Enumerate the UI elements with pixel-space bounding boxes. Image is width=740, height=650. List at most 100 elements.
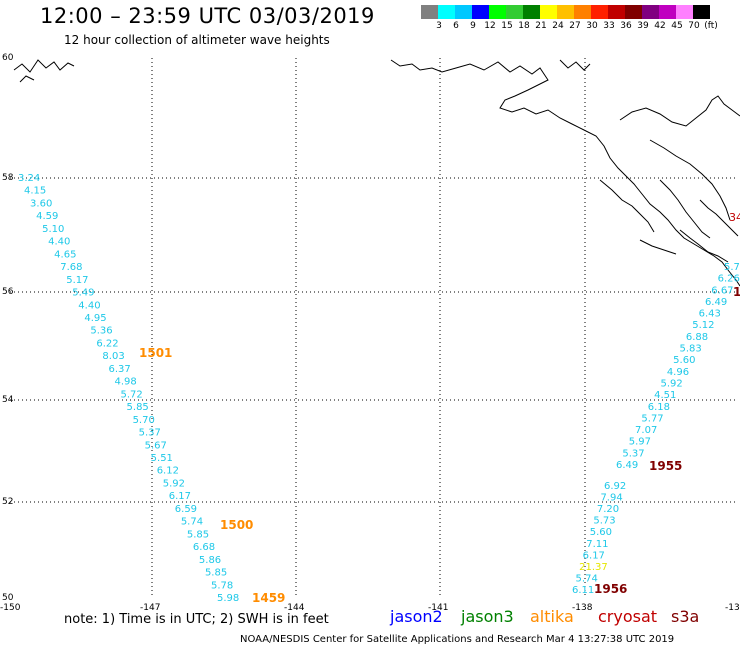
swh-value: 6.67	[711, 285, 733, 296]
lat-lon-grid	[10, 58, 735, 598]
time-label: 1956	[594, 582, 627, 596]
lat-label: 52	[2, 497, 13, 507]
swh-value: 7.11	[586, 539, 608, 550]
swh-value: 3.24	[18, 173, 40, 184]
swh-value: 5.37	[139, 428, 161, 439]
scale-label: 12	[484, 21, 496, 31]
scale-swatch	[523, 5, 540, 19]
swh-value: 5.17	[66, 275, 88, 286]
swh-value: 6.43	[699, 309, 721, 320]
swh-value: 5.60	[590, 527, 612, 538]
swh-value: 5.49	[72, 288, 94, 299]
swh-value: 6.37	[108, 364, 130, 375]
swh-value: 7.07	[635, 425, 657, 436]
time-label: 1459	[252, 591, 285, 605]
swh-value: 6.17	[169, 491, 191, 502]
swh-value: 6.49	[705, 297, 727, 308]
scale-swatch	[591, 5, 608, 19]
scale-label: 42	[654, 21, 666, 31]
scale-label: 36	[620, 21, 632, 31]
scale-swatch	[489, 5, 506, 19]
time-label: 1	[733, 285, 740, 299]
coastline-alaska	[13, 59, 740, 287]
legend-cryosat: cryosat	[598, 607, 658, 626]
scale-label: 21	[535, 21, 547, 31]
scale-swatch	[659, 5, 676, 19]
swh-value: 5.74	[576, 573, 598, 584]
swh-value: 5.86	[199, 555, 221, 566]
lon-label: -147	[140, 603, 160, 613]
scale-label: 3	[436, 21, 442, 31]
scale-swatch	[676, 5, 693, 19]
swh-value: 5.10	[42, 224, 64, 235]
swh-value: 4.40	[78, 300, 100, 311]
scale-label: 70	[688, 21, 700, 31]
swh-value: 6.12	[157, 466, 179, 477]
swh-value: 4.98	[114, 377, 136, 388]
scale-swatch	[642, 5, 659, 19]
scale-label: 24	[552, 21, 564, 31]
scale-label: 39	[637, 21, 649, 31]
swh-value: 21.37	[579, 562, 608, 573]
lat-label: 56	[2, 287, 14, 297]
swh-value: 5.12	[692, 320, 714, 331]
swh-value: 6.59	[175, 504, 197, 515]
legend-s3a: s3a	[671, 607, 700, 626]
legend-jason3: jason3	[461, 607, 514, 626]
swh-value: 6.26	[718, 274, 740, 285]
scale-label: 18	[518, 21, 530, 31]
scale-swatch	[421, 5, 438, 19]
swh-value: 5.77	[641, 413, 663, 424]
swh-value: 4.96	[667, 367, 689, 378]
swh-value: 4.65	[54, 249, 76, 260]
swh-value: 6.11	[572, 585, 594, 596]
scale-swatch	[506, 5, 523, 19]
swh-value: 4.51	[654, 390, 676, 401]
lat-label: 54	[2, 395, 14, 405]
scale-swatch	[625, 5, 642, 19]
scale-label: 45	[671, 21, 683, 31]
scale-swatch	[557, 5, 574, 19]
time-label: 1501	[139, 346, 172, 360]
swh-value: 4.59	[36, 211, 58, 222]
scale-label: 9	[470, 21, 476, 31]
swh-value: 6.49	[616, 460, 638, 471]
swh-value: 5.36	[90, 326, 112, 337]
swh-value: 7.94	[600, 493, 622, 504]
lat-label: 58	[2, 173, 14, 183]
lon-label: -13	[725, 603, 740, 613]
lon-label: -141	[428, 603, 448, 613]
swh-value: 5.72	[121, 389, 143, 400]
swh-value: 5.74	[181, 517, 203, 528]
credit-line: NOAA/NESDIS Center for Satellite Applica…	[240, 634, 675, 645]
swh-value: 7.68	[60, 262, 82, 273]
scale-swatch	[574, 5, 591, 19]
swh-value: 6.68	[193, 542, 215, 553]
swh-value: 6.17	[583, 550, 605, 561]
swh-value: 5.60	[673, 355, 695, 366]
scale-label: 27	[569, 21, 581, 31]
map-subtitle: 12 hour collection of altimeter wave hei…	[64, 33, 330, 47]
swh-value: 5.92	[163, 478, 185, 489]
map-note: note: 1) Time is in UTC; 2) SWH is in fe…	[64, 612, 329, 627]
swh-value: 6.18	[648, 402, 670, 413]
scale-label: 15	[501, 21, 513, 31]
time-label: 34	[729, 211, 740, 224]
swh-value: 5.92	[660, 378, 682, 389]
color-scale-labels: 3 6 9 12 15 18 21 24 27 30 33 36 39 42 45 70 (ft)	[421, 21, 740, 33]
swh-value: 5.79	[724, 262, 740, 273]
scale-label: 30	[586, 21, 598, 31]
swh-value: 6.22	[96, 338, 118, 349]
swh-value: 6.88	[686, 332, 708, 343]
scale-swatch	[455, 5, 472, 19]
swh-value: 7.20	[597, 504, 619, 515]
scale-swatch	[472, 5, 489, 19]
swh-value: 5.70	[133, 415, 155, 426]
map-title: 12:00 – 23:59 UTC 03/03/2019	[40, 4, 375, 28]
color-scale-bar	[421, 5, 710, 19]
swh-value: 5.97	[629, 437, 651, 448]
swh-value: 5.85	[205, 568, 227, 579]
swh-value: 4.95	[84, 313, 106, 324]
time-label: 1500	[220, 518, 253, 532]
